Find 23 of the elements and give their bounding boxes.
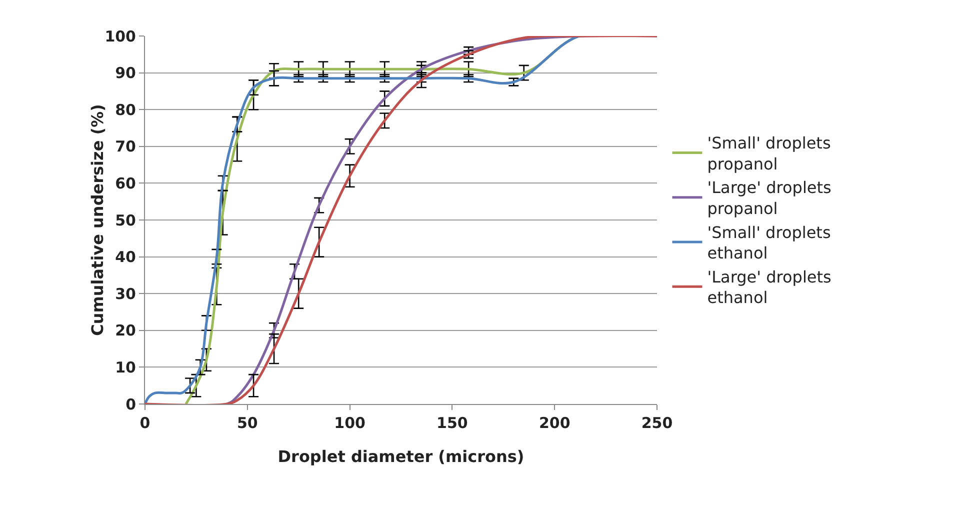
legend-label: 'Large' droplets propanol [707,178,832,218]
x-tick-label: 100 [334,414,366,432]
y-tick-label: 100 [104,27,136,46]
y-tick-label: 20 [115,322,136,340]
y-tick-label: 40 [115,248,136,266]
x-tick-label: 250 [641,414,673,432]
y-tick-label: 30 [115,284,136,303]
y-axis-title: Cumulative undersize (%) [88,104,107,336]
x-tick-label: 50 [236,414,258,432]
y-tick-label: 50 [115,211,136,230]
legend-label: 'Small' droplets ethanol [707,222,831,263]
legend-label: 'Large' droplets ethanol [707,267,832,308]
x-tick-label: 200 [538,414,570,432]
x-axis-title: Droplet diameter (microns) [278,447,524,466]
y-tick-label: 10 [115,358,136,376]
y-tick-label: 80 [115,100,136,119]
x-tick-label: 0 [140,414,150,432]
y-tick-label: 0 [126,395,136,414]
y-tick-label: 60 [115,174,136,192]
x-tick-label: 150 [436,414,468,432]
y-tick-label: 90 [115,64,136,82]
y-tick-label: 70 [115,138,136,156]
legend-label: 'Small' droplets propanol [707,134,831,174]
